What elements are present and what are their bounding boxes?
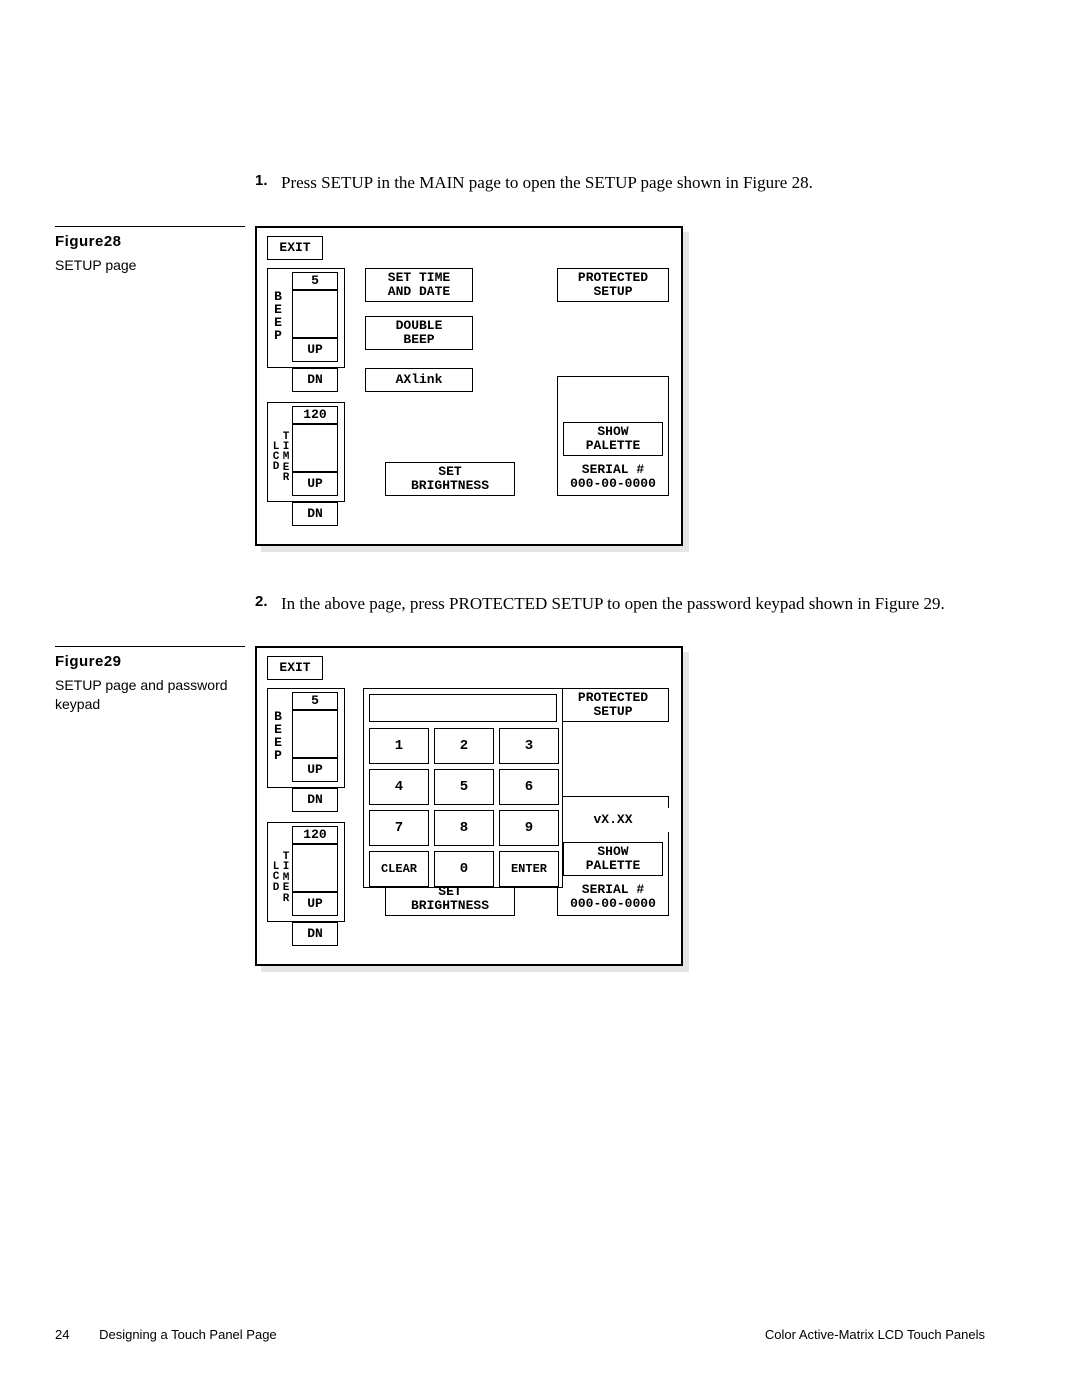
exit-button[interactable]: EXIT	[267, 236, 323, 260]
beep-label: B E E P	[271, 710, 285, 762]
beep-up-button[interactable]: UP	[292, 758, 338, 782]
keypad-2[interactable]: 2	[434, 728, 494, 764]
step-1-number: 1.	[255, 170, 281, 196]
keypad-display	[369, 694, 557, 722]
step-2-text: In the above page, press PROTECTED SETUP…	[281, 591, 985, 617]
keypad-4[interactable]: 4	[369, 769, 429, 805]
timer-label: T I M E R	[279, 432, 293, 484]
beep-value: 5	[292, 692, 338, 710]
keypad-grid: 1 2 3 4 5 6 7 8 9 CLEAR 0 ENTER	[369, 728, 559, 887]
page-footer: 24 Designing a Touch Panel Page Color Ac…	[55, 1327, 985, 1342]
protected-setup-button[interactable]: PROTECTED SETUP	[557, 688, 669, 722]
figure-28-rule	[55, 226, 245, 227]
keypad-8[interactable]: 8	[434, 810, 494, 846]
timer-dn-button[interactable]: DN	[292, 502, 338, 526]
keypad-6[interactable]: 6	[499, 769, 559, 805]
step-2: 2. In the above page, press PROTECTED SE…	[255, 591, 985, 617]
show-palette-button[interactable]: SHOW PALETTE	[563, 842, 663, 876]
beep-spacer	[292, 710, 338, 758]
beep-dn-button[interactable]: DN	[292, 368, 338, 392]
timer-value: 120	[292, 406, 338, 424]
timer-spacer	[292, 844, 338, 892]
footer-left: 24 Designing a Touch Panel Page	[55, 1327, 277, 1342]
double-beep-button[interactable]: DOUBLE BEEP	[365, 316, 473, 350]
figure-29-label: Figure29	[55, 653, 245, 670]
exit-button[interactable]: EXIT	[267, 656, 323, 680]
keypad-3[interactable]: 3	[499, 728, 559, 764]
keypad-7[interactable]: 7	[369, 810, 429, 846]
keypad-0[interactable]: 0	[434, 851, 494, 887]
show-palette-button[interactable]: SHOW PALETTE	[563, 422, 663, 456]
keypad-clear[interactable]: CLEAR	[369, 851, 429, 887]
footer-section: Designing a Touch Panel Page	[99, 1327, 277, 1342]
footer-right: Color Active-Matrix LCD Touch Panels	[765, 1327, 985, 1342]
setup-panel-28: EXIT B E E P 5 UP DN L C D T I M E R 120…	[255, 226, 683, 546]
protected-setup-button[interactable]: PROTECTED SETUP	[557, 268, 669, 302]
beep-spacer	[292, 290, 338, 338]
keypad-5[interactable]: 5	[434, 769, 494, 805]
axlink-button[interactable]: AXlink	[365, 368, 473, 392]
set-time-date-button[interactable]: SET TIME AND DATE	[365, 268, 473, 302]
document-page: 1. Press SETUP in the MAIN page to open …	[0, 0, 1080, 1397]
step-2-row: 2. In the above page, press PROTECTED SE…	[55, 591, 985, 637]
step-1-text: Press SETUP in the MAIN page to open the…	[281, 170, 985, 196]
beep-label: B E E P	[271, 290, 285, 342]
figure-29-rule	[55, 646, 245, 647]
timer-up-button[interactable]: UP	[292, 892, 338, 916]
figure-28-row: Figure28 SETUP page EXIT B E E P 5 UP DN	[55, 226, 985, 546]
figure-28-caption: SETUP page	[55, 256, 245, 275]
figure-29-caption: SETUP page and password keypad	[55, 676, 245, 714]
figure-28-label: Figure28	[55, 233, 245, 250]
serial-text: SERIAL # 000-00-0000	[559, 460, 667, 494]
step-2-number: 2.	[255, 591, 281, 617]
page-number: 24	[55, 1327, 69, 1342]
keypad-enter[interactable]: ENTER	[499, 851, 559, 887]
beep-up-button[interactable]: UP	[292, 338, 338, 362]
keypad-1[interactable]: 1	[369, 728, 429, 764]
beep-value: 5	[292, 272, 338, 290]
set-brightness-button[interactable]: SET BRIGHTNESS	[385, 462, 515, 496]
step-1-row: 1. Press SETUP in the MAIN page to open …	[55, 170, 985, 216]
serial-text: SERIAL # 000-00-0000	[559, 880, 667, 914]
version-text: vX.XX	[557, 808, 669, 832]
figure-29-row: Figure29 SETUP page and password keypad …	[55, 646, 985, 966]
timer-value: 120	[292, 826, 338, 844]
step-1: 1. Press SETUP in the MAIN page to open …	[255, 170, 985, 196]
timer-spacer	[292, 424, 338, 472]
timer-up-button[interactable]: UP	[292, 472, 338, 496]
keypad-9[interactable]: 9	[499, 810, 559, 846]
timer-label: T I M E R	[279, 852, 293, 904]
setup-panel-29: EXIT B E E P 5 UP DN L C D T I M E R 120…	[255, 646, 683, 966]
timer-dn-button[interactable]: DN	[292, 922, 338, 946]
beep-dn-button[interactable]: DN	[292, 788, 338, 812]
